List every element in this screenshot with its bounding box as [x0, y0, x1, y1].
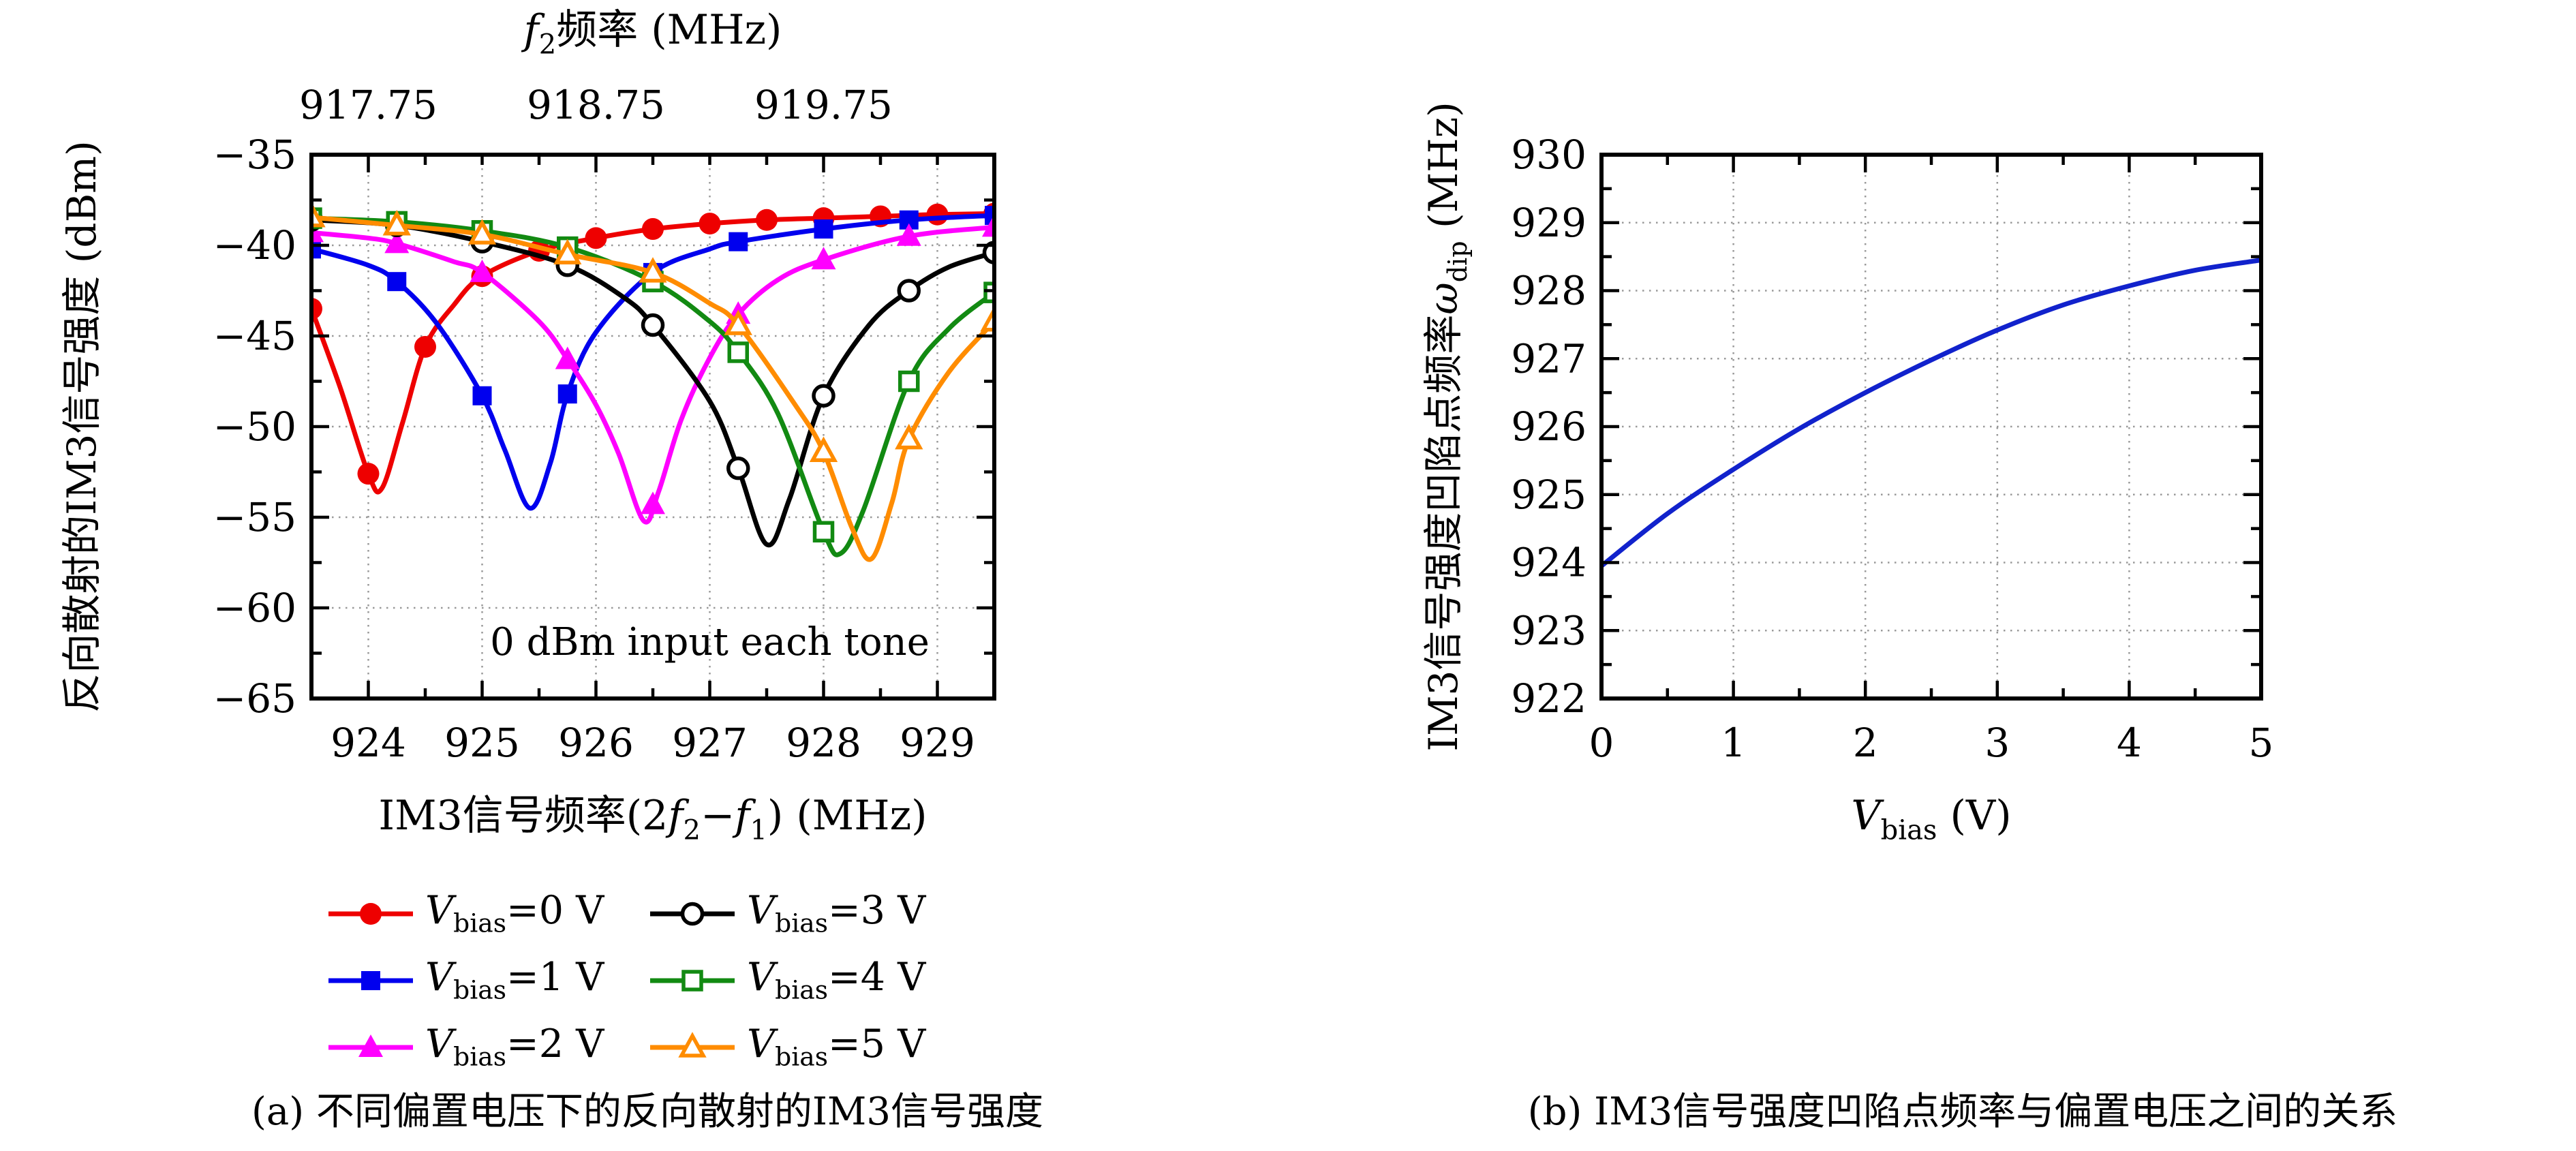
- circle-open-legend-icon: [650, 902, 735, 926]
- svg-text:3: 3: [1984, 720, 2010, 766]
- svg-text:930: 930: [1511, 132, 1586, 178]
- caption-b: (b) IM3信号强度凹陷点频率与偏置电压之间的关系: [1527, 1090, 2398, 1134]
- svg-text:0: 0: [1589, 720, 1614, 766]
- svg-text:−60: −60: [213, 585, 296, 631]
- caption-a: (a) 不同偏置电压下的反向散射的IM3信号强度: [251, 1090, 1043, 1134]
- svg-text:925: 925: [444, 720, 520, 766]
- svg-text:918.75: 918.75: [527, 82, 665, 128]
- legend-label: Vbias=0 V: [425, 887, 604, 938]
- series-area: [1601, 258, 2261, 568]
- series--dip: [1601, 258, 2261, 568]
- svg-text:926: 926: [1511, 403, 1586, 450]
- triangle-filled-legend-icon: [328, 1034, 413, 1057]
- svg-text:926: 926: [558, 720, 634, 766]
- chart-a-legend: Vbias=0 V Vbias=1 V Vbias=2 V Vbias=3 V Vbia…: [326, 880, 925, 1081]
- svg-text:929: 929: [900, 720, 975, 766]
- square-open-legend-icon: [650, 970, 735, 992]
- legend-label: Vbias=1 V: [425, 954, 604, 1005]
- y-axis-title: 反向散射的IM3信号强度 (dBm): [59, 140, 105, 713]
- chart-a-backscatter-im3: −35 −40 −45 −50 −55 −60 −65 924 925 926 927 928 929 9…: [59, 6, 996, 846]
- svg-text:924: 924: [331, 720, 406, 766]
- gridlines: [1601, 155, 2261, 699]
- svg-text:917.75: 917.75: [299, 82, 438, 128]
- svg-text:−55: −55: [213, 494, 296, 540]
- svg-text:923: 923: [1511, 607, 1586, 654]
- triangle-open-legend-icon: [650, 1032, 735, 1058]
- axis-tick-labels: 922 923 924 925 926 927 928 929 930 0 1 2 3 4 5: [1511, 132, 2273, 766]
- legend-item-vbias-3: Vbias=3 V: [647, 880, 925, 947]
- svg-text:5: 5: [2249, 720, 2274, 766]
- svg-text:−65: −65: [213, 675, 296, 722]
- svg-text:−35: −35: [213, 132, 296, 178]
- axis-ticks: [1599, 153, 2263, 701]
- chart-b-dip-frequency: 922 923 924 925 926 927 928 929 930 0 1 2 3 4 5 Vbias (…: [1420, 102, 2273, 846]
- axis-ticks: [309, 153, 996, 701]
- square-filled-legend-icon: [328, 971, 413, 990]
- svg-text:924: 924: [1511, 540, 1586, 586]
- svg-text:2: 2: [1853, 720, 1878, 766]
- plot-frame: [1599, 153, 2263, 701]
- legend-label: Vbias=3 V: [747, 887, 926, 938]
- svg-text:922: 922: [1511, 675, 1586, 722]
- y-axis-title: IM3信号强度凹陷点频率ωdip (MHz): [1420, 102, 1473, 752]
- svg-text:928: 928: [786, 720, 861, 766]
- series-area: [311, 202, 994, 562]
- svg-text:919.75: 919.75: [754, 82, 893, 128]
- legend-item-vbias-1: Vbias=1 V: [326, 947, 647, 1014]
- legend-item-vbias-2: Vbias=2 V: [326, 1014, 647, 1081]
- svg-text:925: 925: [1511, 472, 1586, 518]
- svg-text:−50: −50: [213, 403, 296, 450]
- svg-text:928: 928: [1511, 268, 1586, 314]
- legend-label: Vbias=2 V: [425, 1021, 604, 1072]
- svg-text:−40: −40: [213, 222, 296, 268]
- axis-tick-labels: −35 −40 −45 −50 −55 −60 −65 924 925 926 927 928 929 9…: [213, 82, 975, 766]
- x-axis-title: Vbias (V): [1851, 792, 2011, 846]
- svg-text:4: 4: [2117, 720, 2142, 766]
- annotation-input-power: 0 dBm input each tone: [490, 620, 930, 664]
- circle-filled-legend-icon: [328, 903, 413, 925]
- svg-text:927: 927: [672, 720, 748, 766]
- legend-item-vbias-5: Vbias=5 V: [647, 1014, 925, 1081]
- legend-item-vbias-0: Vbias=0 V: [326, 880, 647, 947]
- svg-text:929: 929: [1511, 200, 1586, 246]
- svg-text:927: 927: [1511, 335, 1586, 382]
- legend-item-vbias-4: Vbias=4 V: [647, 947, 925, 1014]
- legend-label: Vbias=4 V: [747, 954, 926, 1005]
- x-axis-title: IM3信号频率(2f2−f1) (MHz): [378, 792, 927, 846]
- svg-text:−45: −45: [213, 313, 296, 359]
- svg-text:1: 1: [1721, 720, 1746, 766]
- series-vbias-5-v: [311, 202, 994, 562]
- legend-label: Vbias=5 V: [747, 1021, 926, 1072]
- top-axis-title: f2频率 (MHz): [521, 6, 782, 60]
